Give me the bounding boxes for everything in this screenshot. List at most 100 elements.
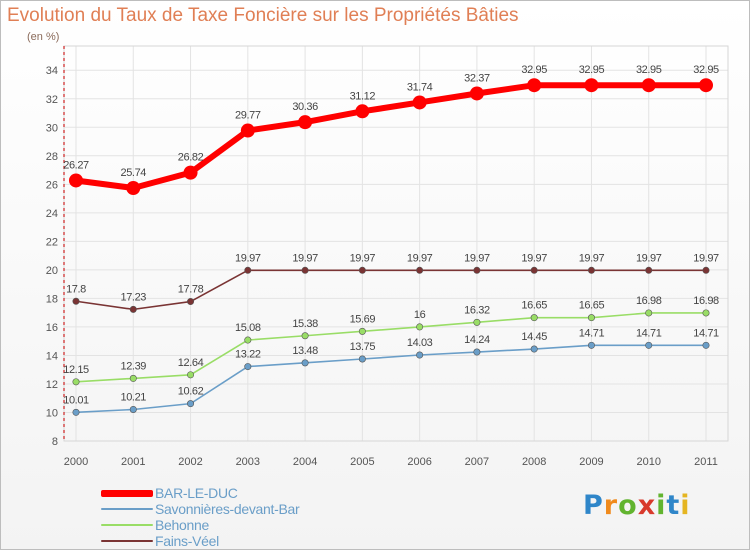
x-tick-label: 2004 xyxy=(293,456,317,468)
data-label: 19.97 xyxy=(579,252,605,264)
x-tick-label: 2010 xyxy=(636,456,660,468)
legend-swatch xyxy=(101,508,153,510)
legend-label: Savonnières-devant-Bar xyxy=(155,501,300,517)
series-line-bar-le-duc xyxy=(75,82,706,192)
legend-swatch xyxy=(101,540,153,542)
data-point xyxy=(587,341,595,349)
legend-swatch xyxy=(101,524,153,526)
data-point xyxy=(530,314,538,322)
data-point xyxy=(183,165,198,180)
data-label: 13.22 xyxy=(235,349,261,361)
data-label: 15.08 xyxy=(235,322,261,334)
data-point xyxy=(469,86,484,101)
data-point xyxy=(702,266,710,274)
data-point xyxy=(645,309,653,317)
data-point xyxy=(72,378,80,386)
y-tick-label: 10 xyxy=(46,407,58,419)
data-label: 16 xyxy=(414,309,426,321)
data-point xyxy=(355,104,370,119)
data-label: 12.64 xyxy=(178,357,204,369)
y-axis-unit: (en %) xyxy=(27,31,60,43)
data-label: 16.65 xyxy=(521,300,547,312)
data-point xyxy=(645,341,653,349)
data-label: 16.65 xyxy=(579,300,605,312)
data-point xyxy=(530,345,538,353)
data-label: 19.97 xyxy=(350,252,376,264)
data-label: 14.24 xyxy=(464,334,490,346)
data-label: 15.38 xyxy=(292,318,318,330)
data-label: 16.32 xyxy=(464,304,490,316)
data-point xyxy=(530,266,538,274)
data-point xyxy=(416,351,424,359)
x-tick-label: 2008 xyxy=(522,456,546,468)
data-point xyxy=(129,405,137,413)
data-point xyxy=(126,181,141,196)
x-tick-label: 2011 xyxy=(694,456,718,468)
legend-label: Fains-Véel xyxy=(155,533,219,549)
legend-label: BAR-LE-DUC xyxy=(155,485,238,501)
data-label: 16.98 xyxy=(636,295,662,307)
x-tick-label: 2005 xyxy=(350,456,374,468)
x-tick-label: 2009 xyxy=(579,456,603,468)
data-point xyxy=(702,309,710,317)
data-point xyxy=(527,78,542,93)
data-label: 14.71 xyxy=(579,327,605,339)
data-label: 14.71 xyxy=(693,327,719,339)
data-point xyxy=(358,327,366,335)
data-point xyxy=(298,115,313,130)
data-point xyxy=(129,305,137,313)
data-label: 13.75 xyxy=(350,341,376,353)
data-point xyxy=(244,266,252,274)
data-label: 19.97 xyxy=(292,252,318,264)
data-point xyxy=(187,371,195,379)
y-tick-label: 34 xyxy=(46,65,58,77)
data-point xyxy=(473,348,481,356)
data-label: 32.95 xyxy=(693,64,719,76)
data-label: 14.71 xyxy=(636,327,662,339)
y-tick-label: 8 xyxy=(52,436,58,448)
data-label: 14.45 xyxy=(521,331,547,343)
data-point xyxy=(187,298,195,306)
series-line-fains-v-el xyxy=(75,269,706,311)
data-label: 19.97 xyxy=(636,252,662,264)
data-label: 19.97 xyxy=(235,252,261,264)
data-point xyxy=(587,266,595,274)
data-point xyxy=(240,123,255,138)
data-point xyxy=(416,323,424,331)
data-point xyxy=(301,359,309,367)
proxiti-logo: Proxiti xyxy=(583,490,691,521)
data-point xyxy=(473,266,481,274)
data-label: 17.8 xyxy=(66,283,86,295)
data-point xyxy=(587,314,595,322)
data-point xyxy=(244,336,252,344)
data-point xyxy=(645,266,653,274)
data-label: 19.97 xyxy=(407,252,433,264)
data-label: 32.95 xyxy=(636,64,662,76)
plot-border xyxy=(63,45,729,442)
x-tick-label: 2006 xyxy=(407,456,431,468)
data-point xyxy=(129,374,137,382)
data-point xyxy=(699,78,713,93)
y-tick-label: 26 xyxy=(46,179,58,191)
data-point xyxy=(72,297,80,305)
data-point xyxy=(473,318,481,326)
data-label: 26.82 xyxy=(178,152,204,164)
data-label: 19.97 xyxy=(521,252,547,264)
data-label: 10.62 xyxy=(178,386,204,398)
data-point xyxy=(702,341,710,349)
data-point xyxy=(301,332,309,340)
data-label: 17.78 xyxy=(178,284,204,296)
data-label: 31.74 xyxy=(407,81,433,93)
y-tick-label: 16 xyxy=(46,322,58,334)
y-tick-label: 12 xyxy=(46,379,58,391)
data-point xyxy=(358,266,366,274)
data-label: 12.39 xyxy=(121,360,147,372)
series-line-savonni-res-devant-bar xyxy=(75,344,706,414)
y-tick-label: 28 xyxy=(46,151,58,163)
data-point xyxy=(584,78,599,93)
chart-title: Evolution du Taux de Taxe Foncière sur l… xyxy=(7,5,519,26)
y-tick-label: 32 xyxy=(46,94,58,106)
data-label: 26.27 xyxy=(63,159,89,171)
